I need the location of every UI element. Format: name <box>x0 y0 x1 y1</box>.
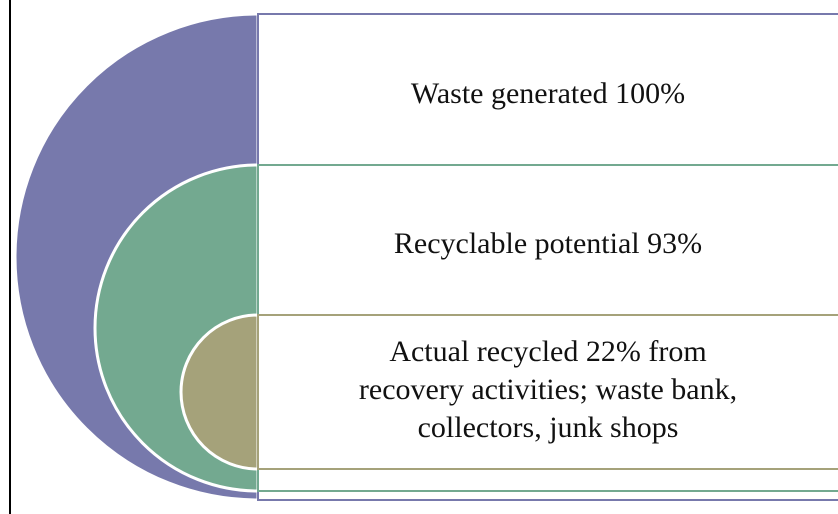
item-label: Actual recycled 22% from <box>389 335 706 368</box>
inner-box <box>257 314 838 470</box>
item-label: Waste generated 100% <box>411 77 685 110</box>
item-label: collectors, junk shops <box>418 411 679 444</box>
inner-arc <box>179 313 260 471</box>
item-label: Recyclable potential 93% <box>394 227 702 260</box>
labels: Waste generated 100% Recyclable potential… <box>359 77 737 444</box>
item-label: recovery activities; waste bank, <box>359 373 737 406</box>
